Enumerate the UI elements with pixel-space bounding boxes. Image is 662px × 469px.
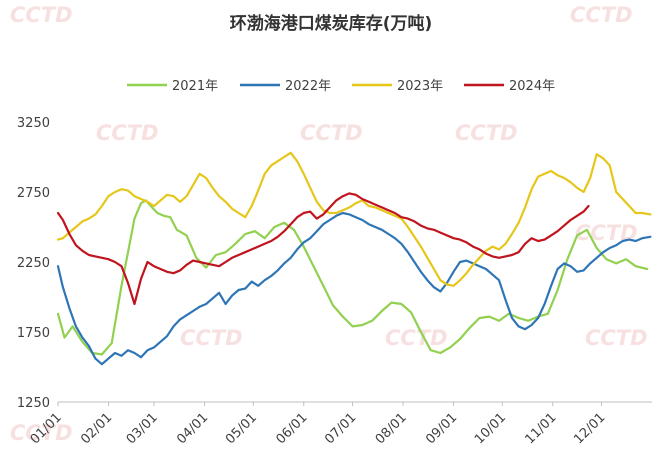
- watermark-7: CCTD: [385, 326, 448, 350]
- y-tick-label-1250: 1250: [17, 396, 50, 411]
- watermark-4: CCTD: [455, 121, 518, 145]
- y-tick-label-2750: 2750: [17, 186, 50, 201]
- x-tick-label-04/01: 04/01: [174, 410, 211, 447]
- x-tick-label-10/01: 10/01: [472, 410, 509, 447]
- watermark-1: CCTD: [570, 3, 633, 27]
- series-line-2024年: [56, 192, 590, 306]
- legend-label-2024年: 2024年: [509, 79, 555, 94]
- legend-label-2022年: 2022年: [285, 79, 331, 94]
- watermark-5: CCTD: [575, 221, 638, 245]
- watermark-layer: CCTD CCTD CCTD CCTD CCTD CCTD CCTD CCTD CCTD CCTD: [10, 3, 648, 445]
- series-line-2022年: [56, 211, 652, 366]
- y-tick-label-3250: 3250: [17, 116, 50, 131]
- x-tick-label-09/01: 09/01: [423, 410, 460, 447]
- watermark-2: CCTD: [96, 121, 159, 145]
- series-layer: [56, 151, 652, 366]
- x-tick-label-11/01: 11/01: [522, 410, 559, 447]
- series-line-2023年: [56, 151, 652, 287]
- series-line-2021年: [56, 199, 649, 356]
- legend: 2021年 2022年 2023年 2024年: [127, 79, 555, 94]
- y-tick-label-2250: 2250: [17, 256, 50, 271]
- x-tick-label-03/01: 03/01: [124, 410, 161, 447]
- legend-label-2021年: 2021年: [172, 79, 218, 94]
- watermark-6: CCTD: [180, 326, 243, 350]
- watermark-0: CCTD: [10, 3, 73, 27]
- chart-title: 环渤海港口煤炭库存(万吨): [230, 13, 433, 34]
- x-tick-label-06/01: 06/01: [273, 410, 310, 447]
- watermark-8: CCTD: [585, 326, 648, 350]
- watermark-9: CCTD: [10, 421, 73, 445]
- x-tick-label-02/01: 02/01: [78, 410, 115, 447]
- x-tick-label-05/01: 05/01: [223, 410, 260, 447]
- x-tick-label-07/01: 07/01: [322, 410, 359, 447]
- y-tick-label-1750: 1750: [17, 326, 50, 341]
- x-tick-label-08/01: 08/01: [373, 410, 410, 447]
- x-tick-label-12/01: 12/01: [571, 410, 608, 447]
- legend-label-2023年: 2023年: [397, 79, 443, 94]
- watermark-3: CCTD: [300, 121, 363, 145]
